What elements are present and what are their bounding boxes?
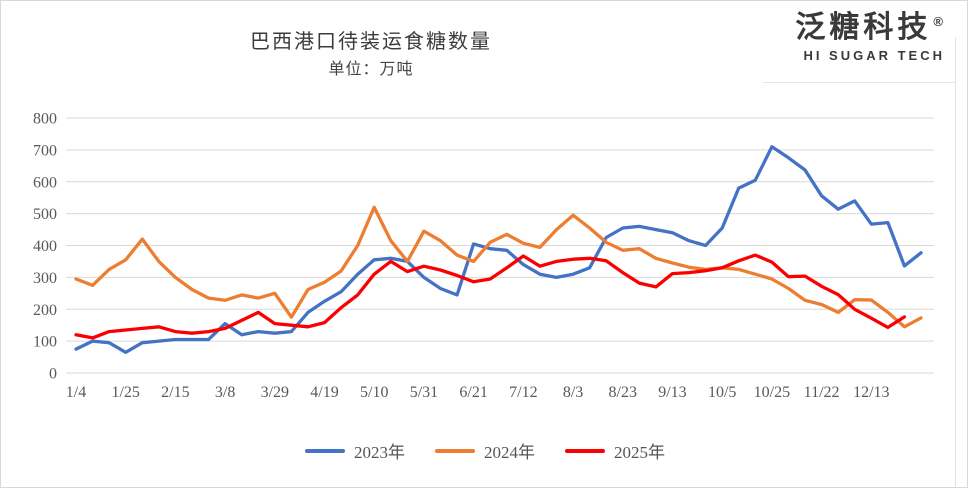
x-axis-label: 8/23 <box>609 384 637 401</box>
chart-legend: 2023年 2024年 2025年 <box>1 438 967 463</box>
legend-swatch <box>435 448 475 453</box>
legend-item-2025年[interactable]: 2025年 <box>565 438 665 463</box>
x-axis-label: 1/25 <box>111 384 139 401</box>
x-axis-label: 10/25 <box>754 384 790 401</box>
logo-divider-line <box>763 82 956 83</box>
legend-label: 2025年 <box>614 443 665 462</box>
x-axis-label: 5/31 <box>410 384 438 401</box>
x-axis-label: 12/13 <box>853 384 889 401</box>
y-axis-label: 500 <box>33 206 57 223</box>
x-axis-label: 1/4 <box>66 384 86 401</box>
x-axis-label: 3/29 <box>261 384 289 401</box>
legend-label: 2023年 <box>354 443 405 462</box>
x-axis-label: 8/3 <box>563 384 583 401</box>
legend-swatch <box>305 448 345 453</box>
chart-unit-label: 单位：万吨 <box>328 61 414 78</box>
series-line-2025年 <box>74 253 907 340</box>
y-axis-label: 200 <box>33 302 57 319</box>
x-axis-label: 6/21 <box>459 384 487 401</box>
y-axis-label: 700 <box>33 142 57 159</box>
series-line-2023年 <box>74 145 923 354</box>
x-axis-label: 5/10 <box>360 384 388 401</box>
x-axis-label: 9/13 <box>658 384 686 401</box>
y-axis-label: 600 <box>33 174 57 191</box>
chart-title: 巴西港口待装运食糖数量 <box>250 31 492 53</box>
y-axis-label: 800 <box>33 111 57 128</box>
x-axis-label: 4/19 <box>310 384 338 401</box>
brand-tagline: HI SUGAR TECH <box>803 48 945 63</box>
legend-item-2024年[interactable]: 2024年 <box>435 438 535 463</box>
y-axis-label: 400 <box>33 238 57 255</box>
legend-item-2023年[interactable]: 2023年 <box>305 438 405 463</box>
brand-logo: 泛糖科技 ® HI SUGAR TECH <box>795 11 945 63</box>
x-axis-label: 10/5 <box>708 384 736 401</box>
x-axis-label: 3/8 <box>215 384 235 401</box>
y-axis-label: 100 <box>33 334 57 351</box>
y-axis-label: 300 <box>33 270 57 287</box>
x-axis-label: 2/15 <box>161 384 189 401</box>
legend-label: 2024年 <box>484 443 535 462</box>
brand-name: 泛糖科技 ® <box>795 11 947 44</box>
y-axis-label: 0 <box>49 366 57 383</box>
right-divider-line <box>955 37 956 487</box>
registered-mark-icon: ® <box>933 14 947 29</box>
series-line-2024年 <box>74 205 923 329</box>
x-axis-label: 11/22 <box>804 384 840 401</box>
legend-swatch <box>565 448 605 453</box>
x-axis-label: 7/12 <box>509 384 537 401</box>
